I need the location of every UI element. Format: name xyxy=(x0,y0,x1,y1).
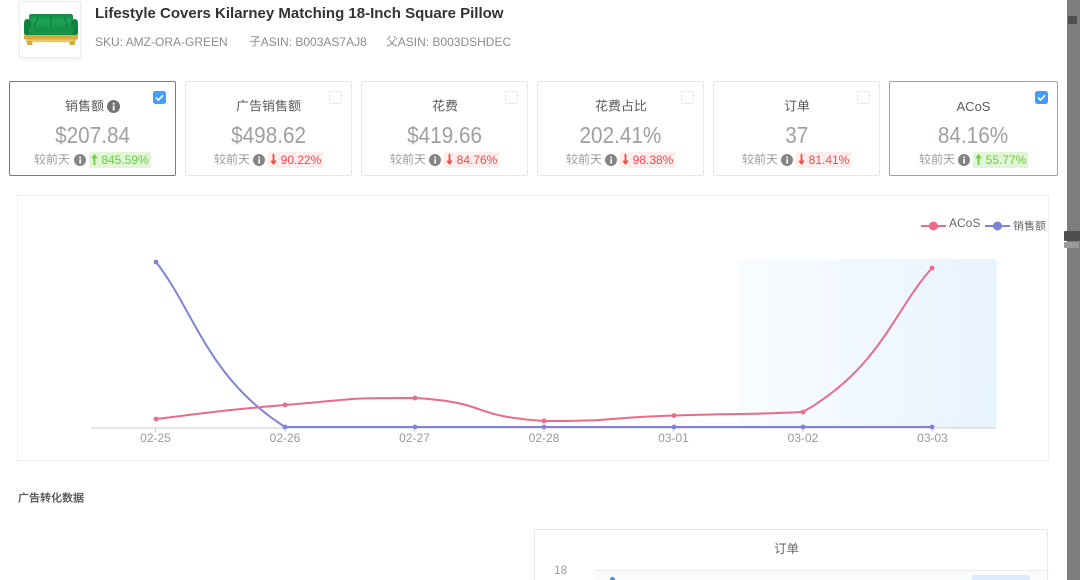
svg-text:03-01: 03-01 xyxy=(658,431,689,445)
svg-text:03-02: 03-02 xyxy=(788,431,819,445)
svg-text:02-26: 02-26 xyxy=(270,431,301,445)
svg-text:02-28: 02-28 xyxy=(529,431,560,445)
svg-text:03-03: 03-03 xyxy=(917,431,948,445)
svg-text:02-25: 02-25 xyxy=(140,431,171,445)
svg-text:02-27: 02-27 xyxy=(399,431,430,445)
